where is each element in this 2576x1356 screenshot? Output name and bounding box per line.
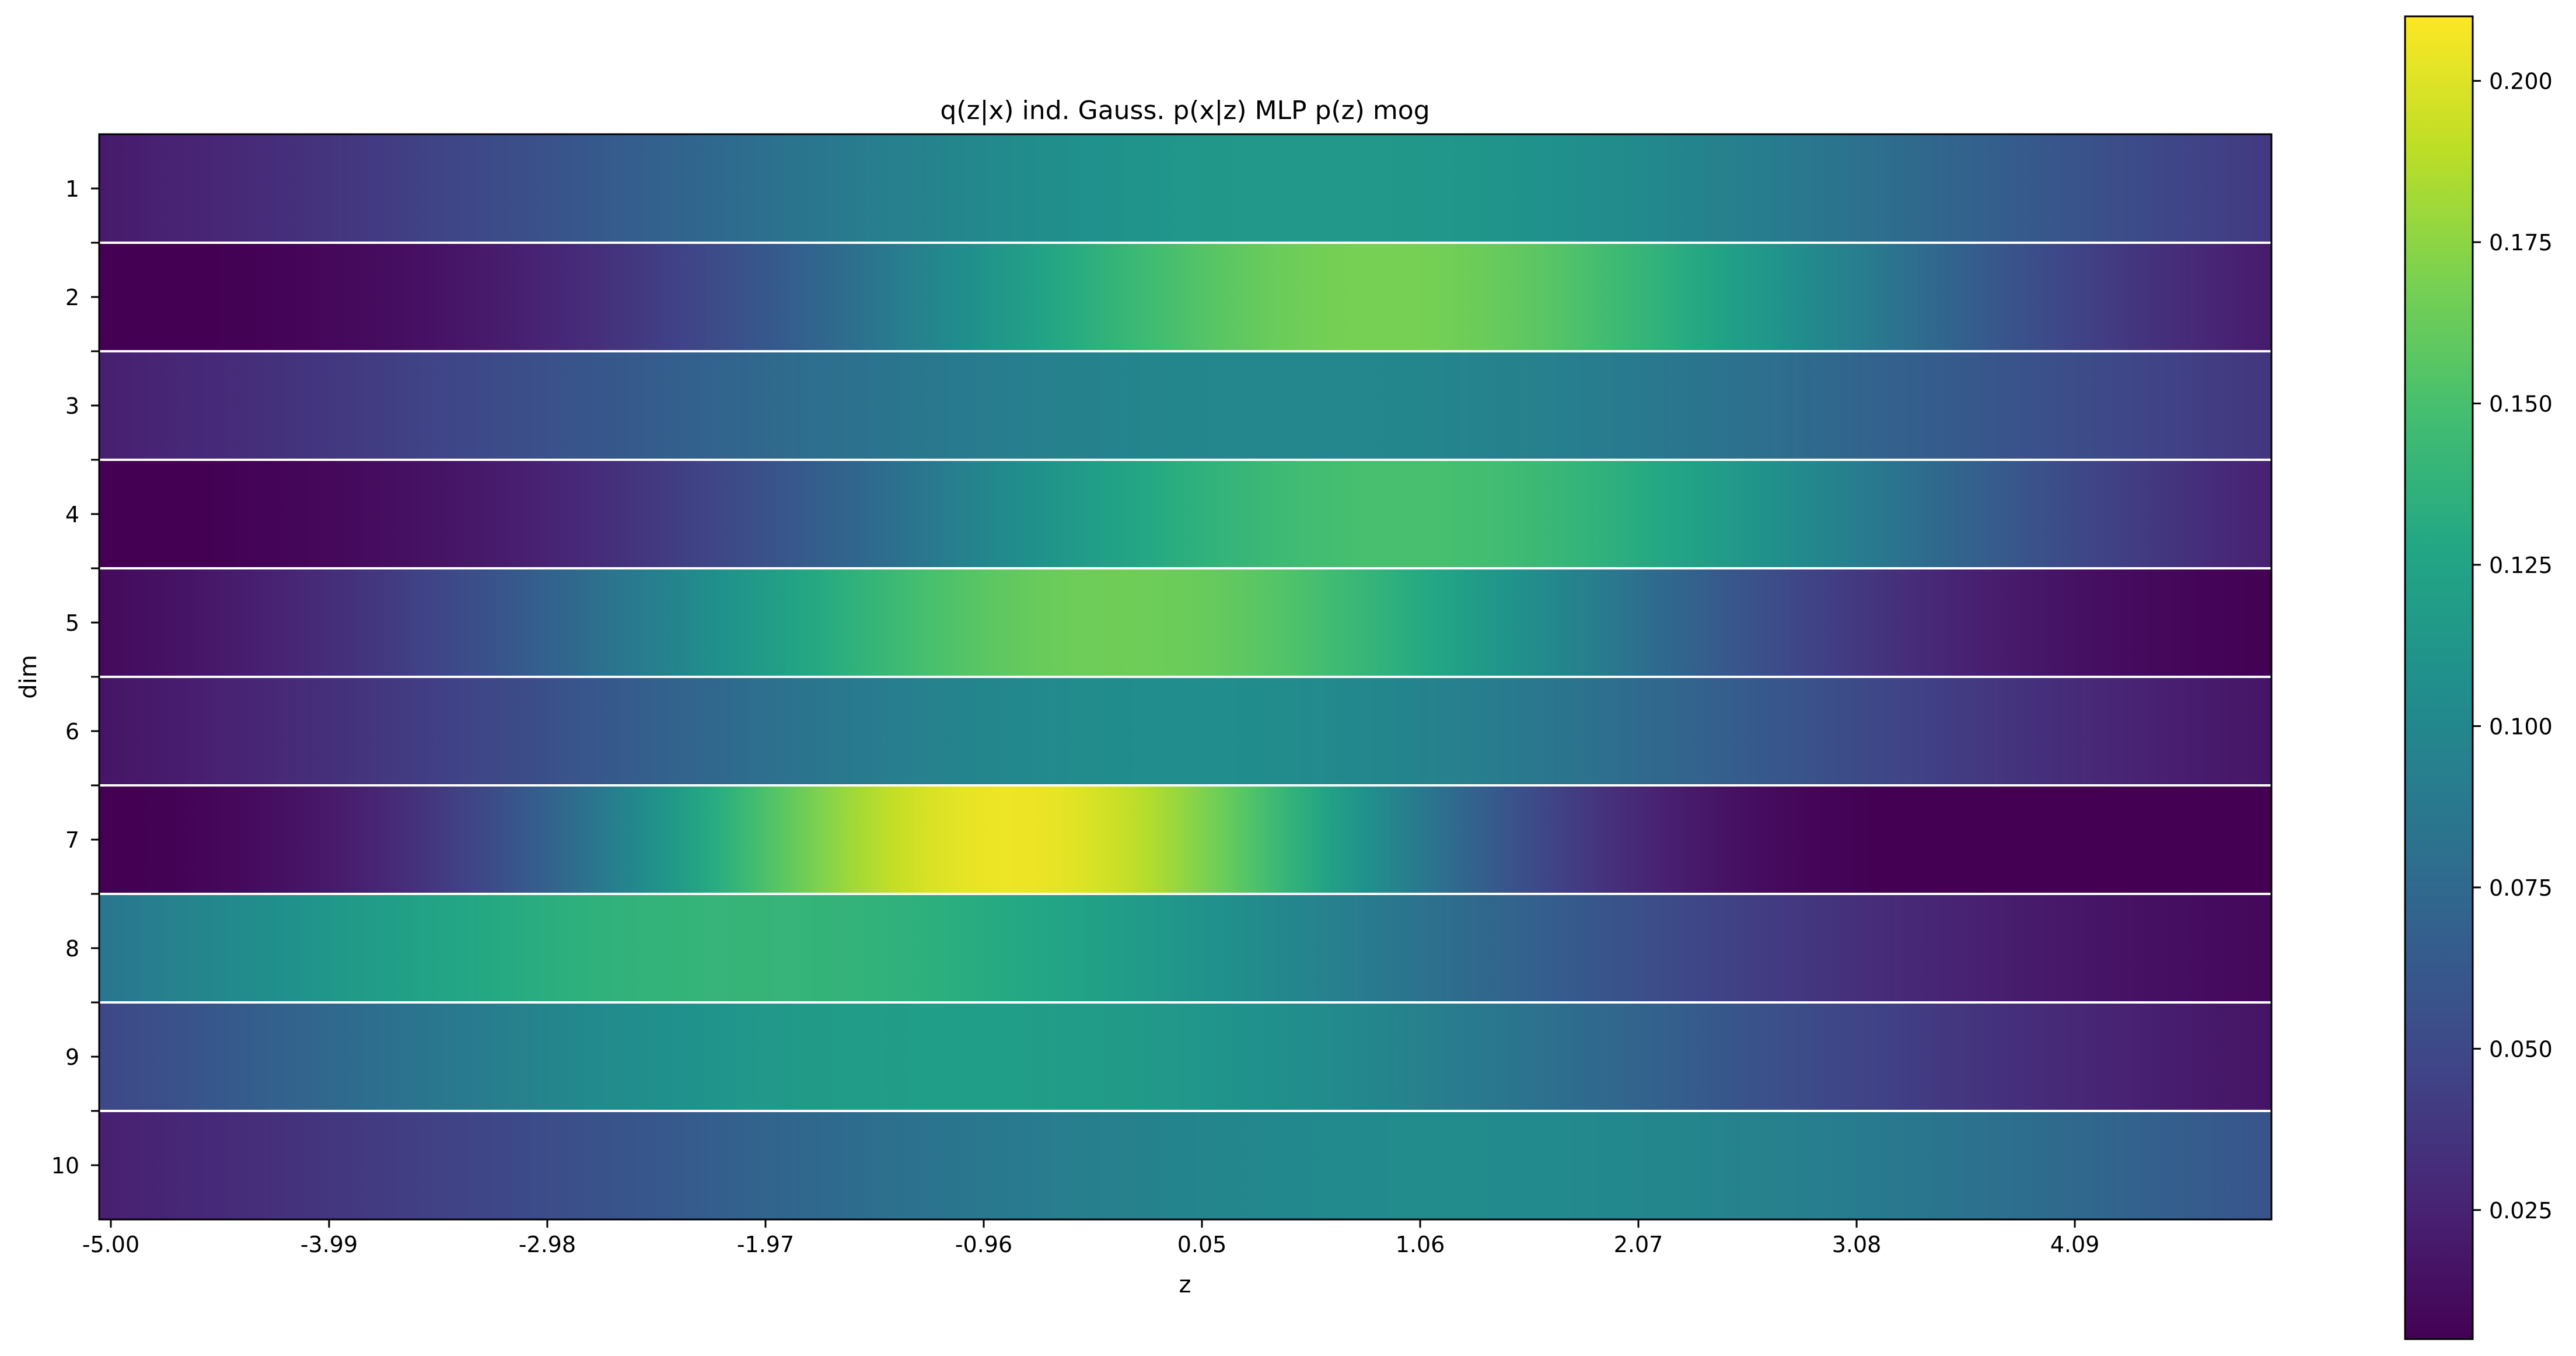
x-tick-label: 1.06 (1396, 1232, 1445, 1257)
colorbar-tick-label: 0.075 (2489, 875, 2553, 901)
x-tick-label: 3.08 (1832, 1232, 1882, 1257)
colorbar (2405, 16, 2473, 1339)
heatmap-row-2 (99, 243, 2271, 351)
colorbar-tick-label: 0.025 (2489, 1198, 2553, 1224)
x-tick-label: -1.97 (737, 1232, 794, 1257)
y-axis-label: dim (15, 655, 42, 698)
x-tick-label: -5.00 (82, 1232, 139, 1257)
x-tick-label: 4.09 (2050, 1232, 2100, 1257)
x-tick-label: 2.07 (1614, 1232, 1663, 1257)
heatmap-row-9 (99, 1002, 2271, 1111)
colorbar-tick-label: 0.125 (2489, 553, 2553, 578)
x-axis-label: z (1179, 1271, 1191, 1298)
y-tick-label: 1 (65, 176, 79, 202)
colorbar-tick-label: 0.100 (2489, 714, 2553, 739)
heatmap-row-8 (99, 894, 2271, 1002)
y-tick-label: 7 (65, 827, 79, 853)
x-axis-ticks: -5.00 -3.99 -2.98 -1.97 -0.96 0.05 1.06 2.07 3.0… (82, 1219, 2099, 1257)
y-tick-label: 5 (65, 610, 79, 636)
x-tick-label: -3.99 (300, 1232, 358, 1257)
chart-title: q(z|x) ind. Gauss. p(x|z) MLP p(z) mog (940, 96, 1429, 125)
y-tick-label: 8 (65, 936, 79, 962)
heatmap-row-5 (99, 568, 2271, 677)
y-tick-label: 10 (51, 1153, 79, 1179)
heatmap-row-4 (99, 460, 2271, 568)
colorbar-ticks: 0.025 0.050 0.075 0.100 0.125 0.150 0.175 0.200 (2473, 69, 2553, 1224)
y-tick-label: 4 (65, 502, 79, 527)
y-axis-ticks: 1 2 3 4 5 6 7 8 9 10 (51, 176, 99, 1179)
x-tick-label: 0.05 (1177, 1232, 1227, 1257)
y-tick-label: 9 (65, 1044, 79, 1070)
heatmap-row-7 (99, 785, 2271, 894)
y-tick-label: 6 (65, 719, 79, 745)
y-tick-label: 3 (65, 393, 79, 419)
heatmap-row-3 (99, 351, 2271, 460)
colorbar-tick-label: 0.150 (2489, 392, 2553, 417)
heatmap-rows (99, 134, 2271, 1219)
row-separators (99, 242, 2271, 1112)
y-tick-label: 2 (65, 285, 79, 310)
colorbar-frame (2404, 15, 2474, 1340)
heatmap-row-6 (99, 677, 2271, 785)
heatmap-row-1 (99, 134, 2271, 243)
x-tick-label: -2.98 (519, 1232, 576, 1257)
colorbar-tick-label: 0.200 (2489, 69, 2553, 95)
colorbar-tick-label: 0.175 (2489, 230, 2553, 256)
heatmap-row-10 (99, 1111, 2271, 1219)
x-tick-label: -0.96 (955, 1232, 1012, 1257)
colorbar-tick-label: 0.050 (2489, 1036, 2553, 1062)
